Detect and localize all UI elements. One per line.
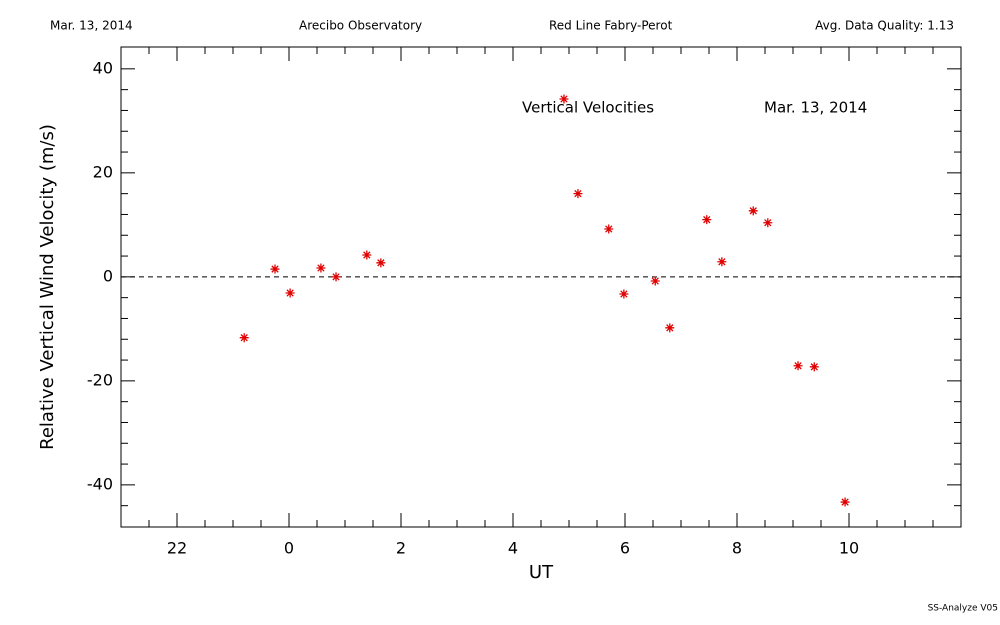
data-point <box>840 497 850 507</box>
data-point <box>702 215 712 225</box>
header-site: Arecibo Observatory <box>299 19 422 33</box>
data-point <box>748 206 758 216</box>
data-point <box>763 218 773 228</box>
data-point <box>650 276 660 286</box>
data-point <box>331 272 341 282</box>
data-point <box>239 333 249 343</box>
y-tick-label: -40 <box>87 474 113 493</box>
x-tick-label: 0 <box>284 539 294 558</box>
data-point <box>270 264 280 274</box>
x-tick-label: 4 <box>508 539 518 558</box>
y-tick-label: 40 <box>93 58 113 77</box>
data-point <box>573 189 583 199</box>
footer: SS-Analyze V05 <box>928 604 998 614</box>
y-tick-label: 20 <box>93 162 113 181</box>
data-point <box>619 289 629 299</box>
y-axis-label: Relative Vertical Wind Velocity (m/s) <box>37 124 58 450</box>
data-point <box>376 258 386 268</box>
x-tick-label: 22 <box>167 539 187 558</box>
plot-frame <box>120 46 962 528</box>
x-tick-label: 2 <box>396 539 406 558</box>
data-point <box>809 362 819 372</box>
x-tick-label: 6 <box>620 539 630 558</box>
y-tick-label: 0 <box>103 266 113 285</box>
annotation: Mar. 13, 2014 <box>764 99 867 117</box>
data-point <box>665 323 675 333</box>
header-quality: Avg. Data Quality: 1.13 <box>815 19 954 33</box>
x-tick-label: 8 <box>732 539 742 558</box>
x-tick-label: 10 <box>839 539 859 558</box>
x-axis-label: UT <box>529 562 554 583</box>
data-point <box>285 288 295 298</box>
data-point <box>717 257 727 267</box>
annotation: Vertical Velocities <box>522 99 654 117</box>
header-instrument: Red Line Fabry-Perot <box>549 19 673 33</box>
data-point <box>559 94 569 104</box>
header-date: Mar. 13, 2014 <box>50 19 133 33</box>
data-point <box>316 263 326 273</box>
data-point <box>793 361 803 371</box>
data-point <box>604 224 614 234</box>
y-tick-label: -20 <box>87 370 113 389</box>
data-point <box>362 250 372 260</box>
